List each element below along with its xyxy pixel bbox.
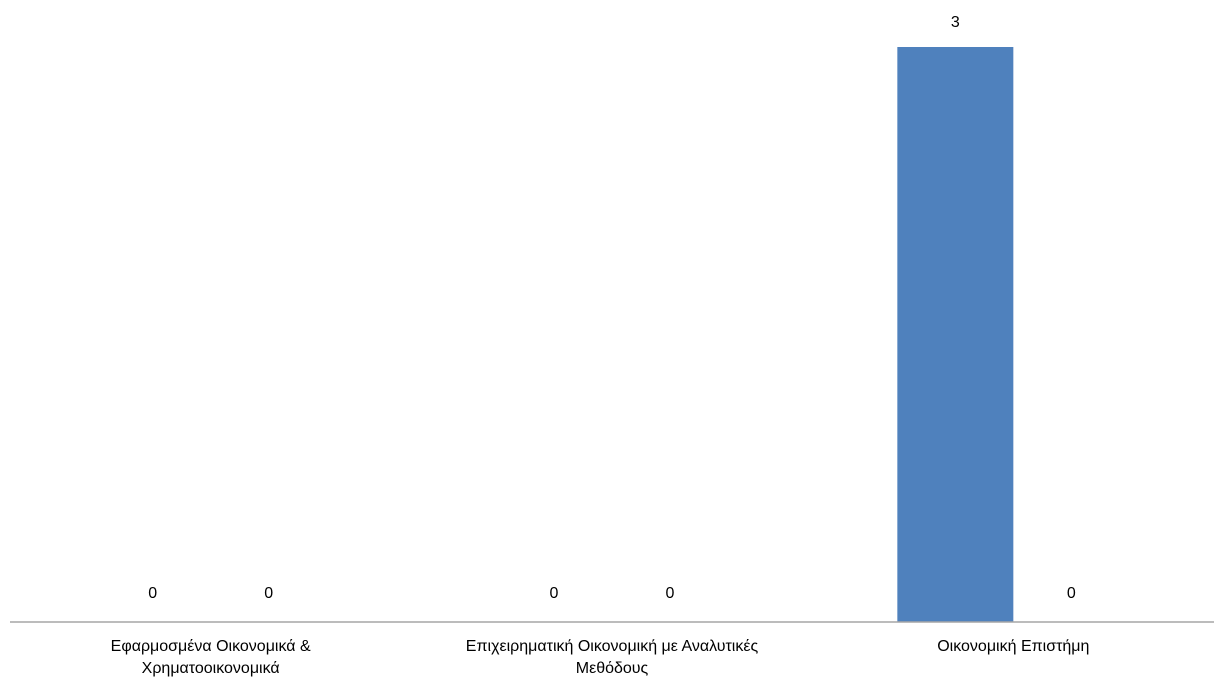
data-label-series1-cat2: 0 [550, 585, 559, 602]
bars-layer [897, 47, 1014, 622]
data-label-series2-cat3: 0 [1067, 585, 1076, 602]
category-label-1: Εφαρμοσμένα Οικονομικά & Χρηματοοικονομι… [110, 638, 311, 677]
bar-series1-cat3 [897, 47, 1014, 622]
data-labels-layer: 0 0 0 0 3 0 [148, 14, 1076, 602]
data-label-series1-cat3: 3 [951, 14, 960, 31]
data-label-series1-cat1: 0 [148, 585, 157, 602]
category-label-2: Επιχειρηματική Οικονομική με Αναλυτικές … [465, 638, 759, 677]
data-label-series2-cat2: 0 [666, 585, 675, 602]
category-label-3: Οικονομική Επιστήμη [937, 638, 1090, 655]
data-label-series2-cat1: 0 [264, 585, 273, 602]
